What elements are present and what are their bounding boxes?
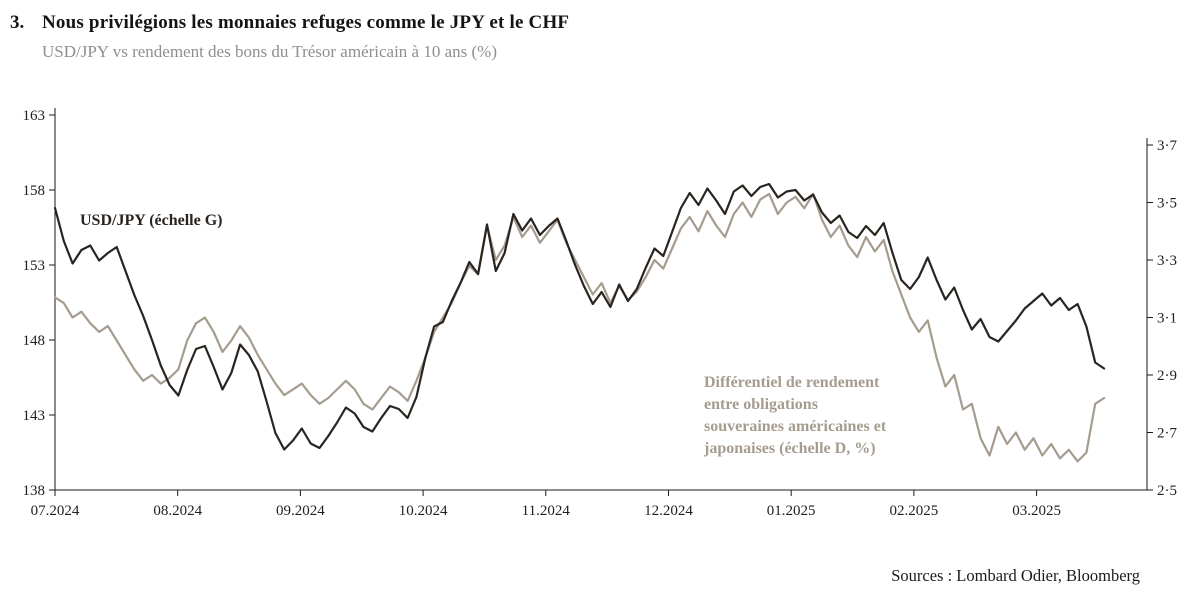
section-number: 3. <box>10 12 25 33</box>
right-axis-tick-label: 2·9 <box>1157 368 1177 384</box>
axis-labels: 163 158 153 148 143 138 3·7 3·5 3·3 3·1 2·9 2·7 2·5 0… <box>23 108 1178 519</box>
x-axis-tick-label: 12.2024 <box>644 503 693 519</box>
x-axis-tick-label: 08.2024 <box>153 503 202 519</box>
x-axis-tick-label: 01.2025 <box>767 503 816 519</box>
right-axis-tick-label: 3·7 <box>1157 138 1177 154</box>
left-axis-tick-label: 163 <box>23 108 46 124</box>
left-axis-tick-label: 138 <box>23 483 46 499</box>
series-label-usdjpy: USD/JPY (échelle G) <box>80 212 223 229</box>
right-axis-tick-label: 3·5 <box>1157 196 1177 212</box>
series-usdjpy-line <box>53 182 1106 451</box>
chart-header: 3. Nous privilégions les monnaies refuge… <box>10 12 1110 62</box>
tick-marks <box>49 114 1153 496</box>
left-axis-tick-label: 153 <box>23 258 46 274</box>
right-axis-tick-label: 3·3 <box>1157 253 1177 269</box>
right-axis-tick-label: 2·7 <box>1157 426 1177 442</box>
chart: 163 158 153 148 143 138 3·7 3·5 3·3 3·1 2·9 2·7 2·5 0… <box>0 100 1185 555</box>
series-yield-differential-line <box>53 192 1106 463</box>
series-label-differential: Différentiel de rendement entre obligati… <box>704 374 887 458</box>
right-axis-tick-label: 3·1 <box>1157 311 1177 327</box>
x-axis-tick-label: 10.2024 <box>399 503 448 519</box>
x-axis-tick-label: 11.2024 <box>522 503 571 519</box>
right-axis-tick-label: 2·5 <box>1157 483 1177 499</box>
x-axis-tick-label: 02.2025 <box>890 503 939 519</box>
x-axis-tick-label: 07.2024 <box>31 503 80 519</box>
chart-subtitle: USD/JPY vs rendement des bons du Trésor … <box>42 42 497 61</box>
sources-note: Sources : Lombard Odier, Bloomberg <box>891 566 1140 585</box>
left-axis-tick-label: 158 <box>23 183 46 199</box>
chart-title: Nous privilégions les monnaies refuges c… <box>42 12 570 33</box>
x-axis-tick-label: 03.2025 <box>1012 503 1061 519</box>
left-axis-tick-label: 148 <box>23 333 46 349</box>
left-axis-tick-label: 143 <box>23 408 46 424</box>
chart-canvas: 163 158 153 148 143 138 3·7 3·5 3·3 3·1 2·9 2·7 2·5 0… <box>23 108 1178 519</box>
x-axis-tick-label: 09.2024 <box>276 503 325 519</box>
axes <box>54 108 1148 491</box>
